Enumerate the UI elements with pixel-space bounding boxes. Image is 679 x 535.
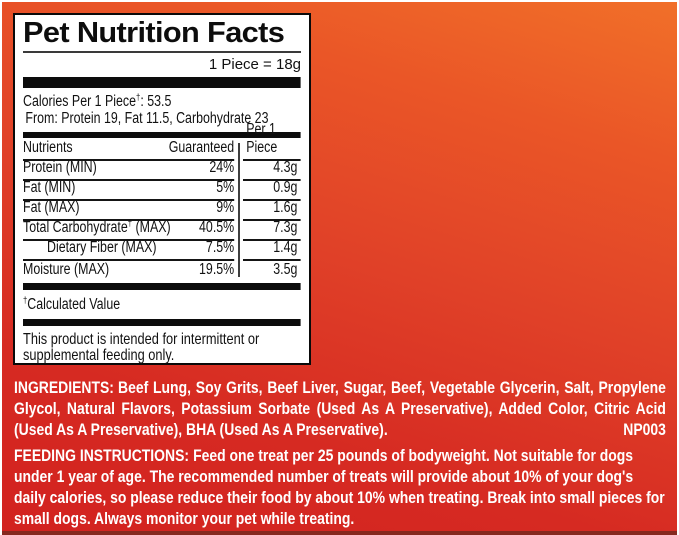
nutrient-name: Protein (MIN): [23, 159, 97, 176]
nutrient-name: Fat (MIN): [23, 179, 76, 196]
nutrient-name: Moisture (MAX): [23, 261, 110, 278]
header-nutrients: Nutrients: [23, 139, 73, 156]
guaranteed-value: 5%: [216, 179, 235, 196]
per-piece-value: 0.9g: [243, 179, 301, 201]
column-divider: [238, 143, 240, 277]
label-title: Pet Nutrition Facts: [23, 17, 285, 49]
feeding-statement: This product is intended for intermitten…: [23, 331, 260, 364]
nutrition-label: Pet Nutrition Facts 1 Piece = 18g Calori…: [13, 13, 311, 365]
per-piece-value: 7.3g: [243, 219, 301, 241]
calories-from-line: From: Protein 19, Fat 11.5, Carbohydrate…: [25, 110, 269, 127]
per-piece-value: 4.3g: [243, 159, 301, 181]
label-body: Calories Per 1 Piece†: 53.5 From: Protei…: [23, 77, 301, 364]
guaranteed-value: 40.5%: [199, 219, 235, 236]
guaranteed-value: 9%: [216, 199, 235, 216]
per-piece-value: 1.6g: [243, 199, 301, 221]
table-header-row: Nutrients Guaranteed Per 1 Piece: [23, 121, 301, 161]
section-bar-top: [23, 77, 301, 88]
guaranteed-value: 19.5%: [199, 261, 235, 278]
nutrient-row: Dietary Fiber (MAX) 7.5% 1.4g: [23, 239, 301, 261]
frame-edge-left: [0, 0, 2, 535]
feeding-paragraph: FEEDING INSTRUCTIONS: Feed one treat per …: [14, 445, 666, 529]
ingredients-heading: INGREDIENTS:: [14, 378, 114, 397]
ingredients-paragraph: INGREDIENTS: Beef Lung, Soy Grits, Beef L…: [14, 377, 666, 440]
footnote-bar-top: [23, 283, 301, 290]
guaranteed-value: 24%: [209, 159, 235, 176]
nutrient-name: Fat (MAX): [23, 199, 80, 216]
guaranteed-value: 7.5%: [205, 239, 235, 256]
dagger-mark: †: [127, 217, 133, 229]
nutrient-name: Dietary Fiber (MAX): [47, 239, 157, 256]
calculated-value-footnote: †Calculated Value: [23, 294, 121, 313]
nutrient-row: Total Carbohydrate† (MAX) 40.5% 7.3g: [23, 217, 301, 241]
per-piece-value: 3.5g: [273, 261, 298, 278]
title-rule: [23, 51, 301, 53]
nutrient-row: Moisture (MAX) 19.5% 3.5g: [23, 261, 301, 281]
feeding-text: Feed one treat per 25 pounds of bodyweig…: [14, 446, 665, 528]
per-piece-value: 1.4g: [243, 239, 301, 261]
nutrient-name: Total Carbohydrate† (MAX): [23, 217, 171, 236]
nutrient-row: Fat (MAX) 9% 1.6g: [23, 199, 301, 221]
frame-edge-right: [677, 0, 679, 535]
calories-block: Calories Per 1 Piece†: 53.5 From: Protei…: [23, 93, 301, 127]
footnote-bar-bottom: [23, 319, 301, 326]
frame-edge-top: [0, 0, 679, 2]
product-code: NP003: [623, 420, 666, 439]
section-bar-mid: [23, 132, 301, 138]
nutrient-row: Protein (MIN) 24% 4.3g: [23, 159, 301, 181]
dagger-mark: †: [23, 294, 28, 306]
frame-edge-bottom-strip: [2, 531, 677, 535]
feeding-heading: FEEDING INSTRUCTIONS:: [14, 446, 190, 465]
calories-line: Calories Per 1 Piece†: 53.5: [23, 91, 172, 110]
ingredients-text: Beef Lung, Soy Grits, Beef Liver, Sugar,…: [14, 378, 666, 439]
header-guaranteed: Guaranteed: [168, 139, 235, 156]
nutrient-row: Fat (MIN) 5% 0.9g: [23, 179, 301, 201]
nutrients-table: Nutrients Guaranteed Per 1 Piece Protein…: [23, 121, 301, 281]
header-per-piece: Per 1 Piece: [243, 121, 301, 161]
serving-size: 1 Piece = 18g: [208, 56, 301, 73]
dagger-mark: †: [136, 91, 141, 103]
